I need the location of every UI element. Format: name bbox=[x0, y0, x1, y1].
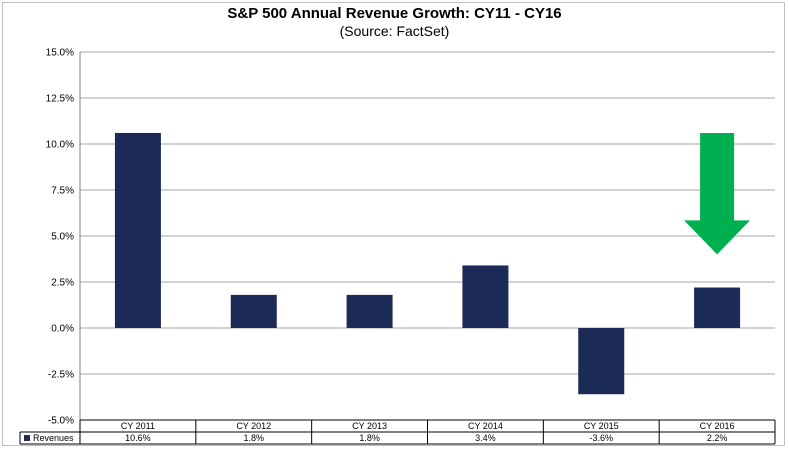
bar-cy-2015 bbox=[578, 328, 625, 395]
x-category-label: CY 2011 bbox=[121, 421, 155, 431]
data-label: 1.8% bbox=[359, 433, 380, 443]
y-tick-label: 7.5% bbox=[51, 186, 74, 197]
y-tick-label: -2.5% bbox=[48, 370, 74, 381]
legend-swatch bbox=[24, 435, 30, 441]
chart-title: S&P 500 Annual Revenue Growth: CY11 - CY… bbox=[227, 5, 562, 22]
bar-cy-2011 bbox=[114, 132, 161, 328]
data-label: 2.2% bbox=[707, 433, 728, 443]
down-arrow-icon bbox=[684, 132, 751, 255]
y-tick-label: 5.0% bbox=[51, 232, 74, 243]
x-category-label: CY 2015 bbox=[584, 421, 619, 431]
chart-frame bbox=[2, 2, 785, 446]
legend-label: Revenues bbox=[33, 433, 74, 443]
y-tick-label: 12.5% bbox=[46, 94, 74, 105]
chart-subtitle: (Source: FactSet) bbox=[339, 23, 450, 39]
data-label: 1.8% bbox=[243, 433, 264, 443]
x-category-label: CY 2014 bbox=[468, 421, 503, 431]
y-tick-label: 0.0% bbox=[51, 324, 74, 335]
y-tick-label: 15.0% bbox=[46, 48, 74, 59]
y-tick-label: 10.0% bbox=[46, 140, 74, 151]
x-category-label: CY 2013 bbox=[352, 421, 387, 431]
y-tick-label: 2.5% bbox=[51, 278, 74, 289]
x-category-label: CY 2012 bbox=[236, 421, 271, 431]
y-tick-label: -5.0% bbox=[48, 416, 74, 427]
data-label: 10.6% bbox=[125, 433, 151, 443]
bar-cy-2016 bbox=[694, 287, 741, 328]
x-category-label: CY 2016 bbox=[700, 421, 735, 431]
bar-cy-2014 bbox=[462, 265, 509, 328]
data-label: -3.6% bbox=[589, 433, 613, 443]
bar-cy-2012 bbox=[230, 294, 277, 328]
data-label: 3.4% bbox=[475, 433, 496, 443]
bar-cy-2013 bbox=[346, 294, 393, 328]
